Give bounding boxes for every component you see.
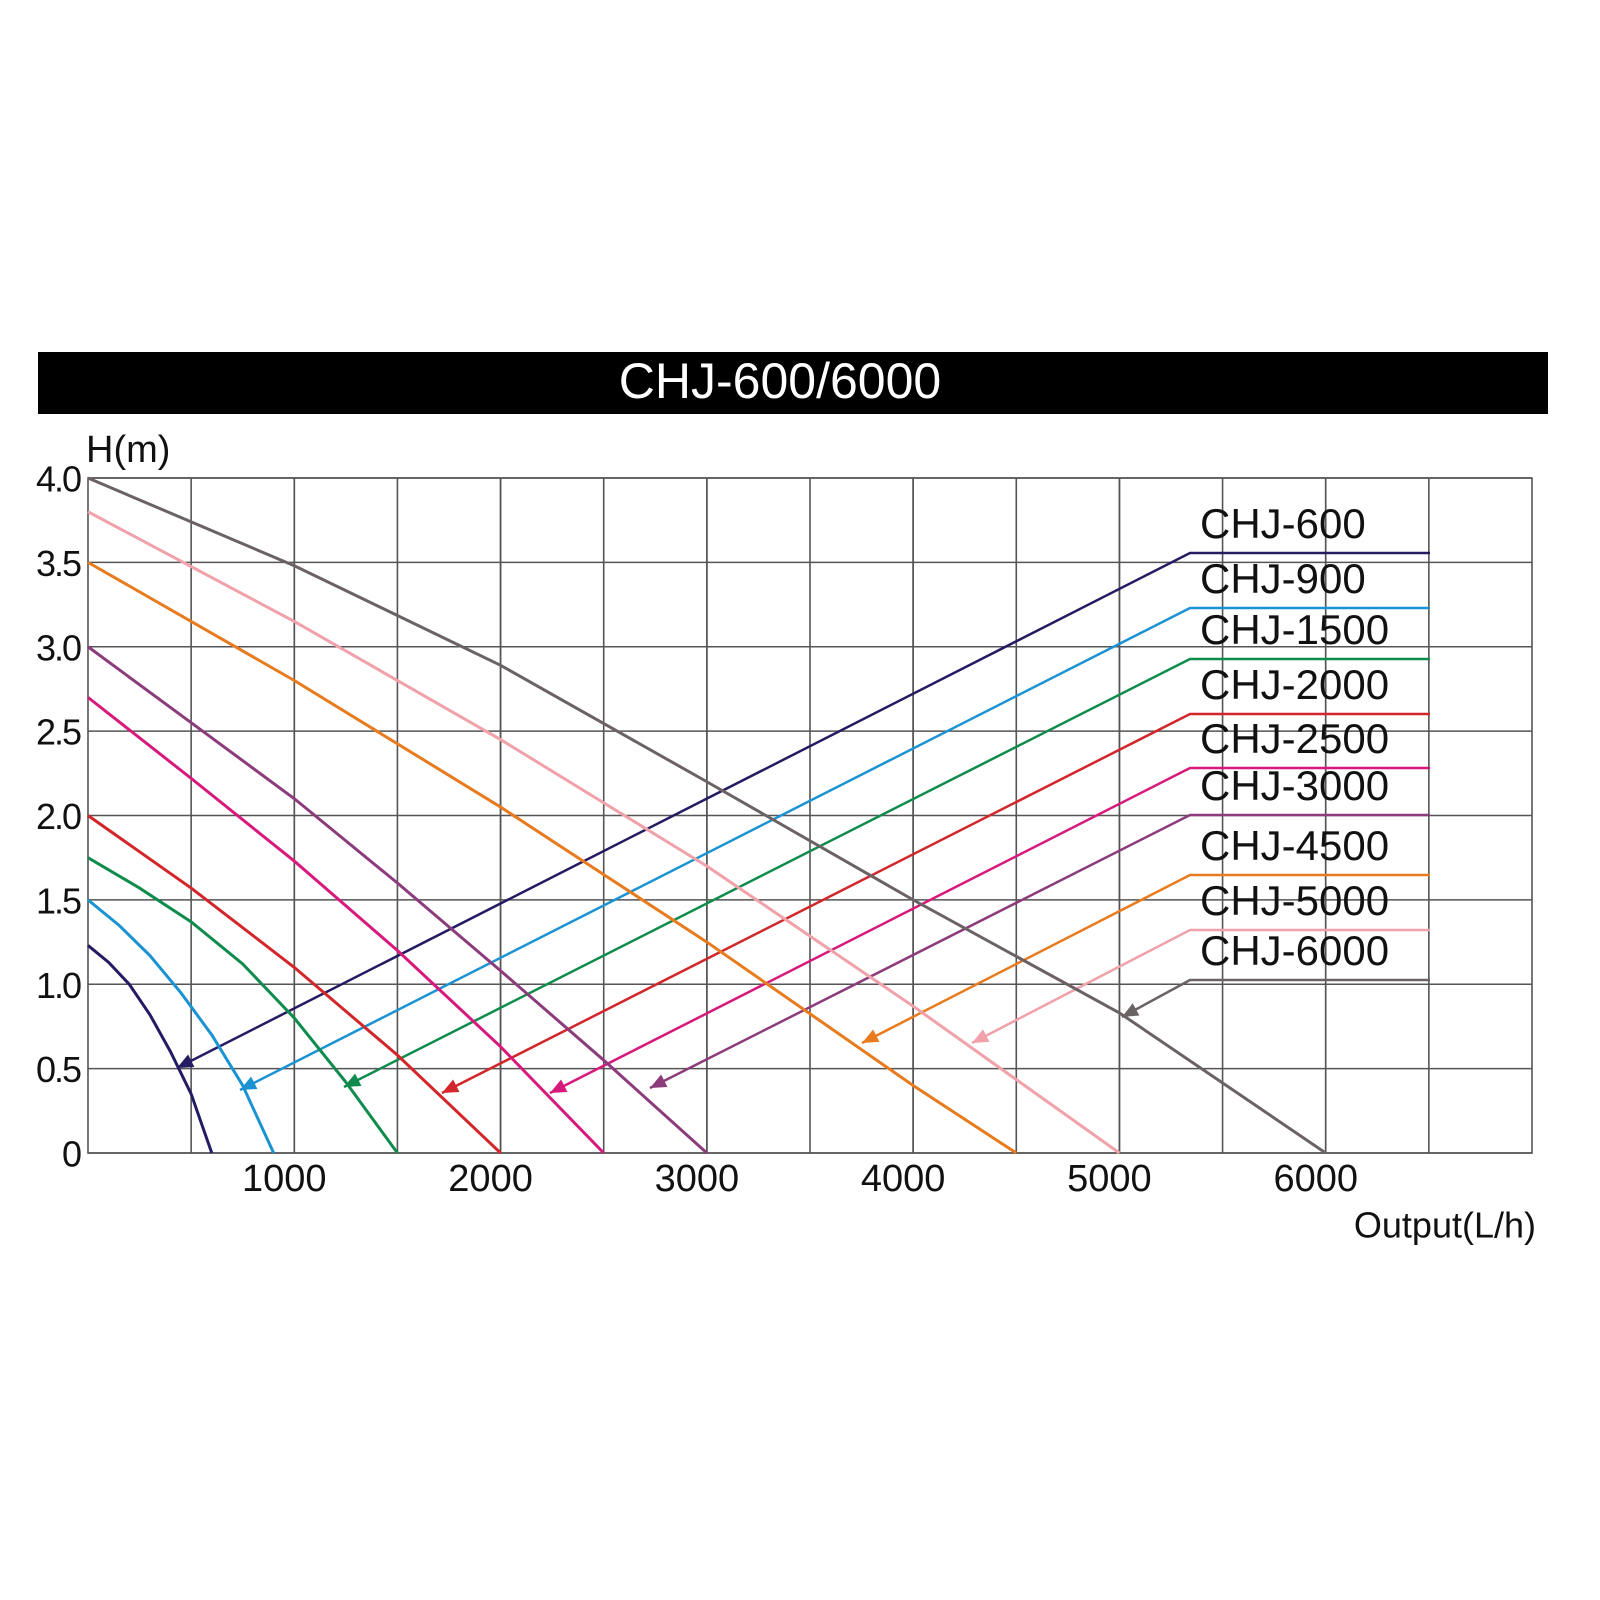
curve [87,856,399,1154]
curve [87,561,1018,1155]
y-axis-label: H(m) [86,429,170,471]
legend-leader [176,551,1430,1070]
arrow-head [972,1029,990,1043]
legend-leader [239,606,1430,1092]
legend-label: CHJ-6000 [1200,927,1389,974]
legend-leader [343,657,1430,1089]
legend-leader [971,928,1430,1045]
curve [87,476,1327,1155]
legend-label: CHJ-4500 [1200,822,1389,869]
arrow-head [442,1079,460,1093]
curve [87,645,708,1155]
legend-leader [861,873,1430,1045]
curve [87,944,214,1154]
curve [87,898,276,1154]
legend-label: CHJ-600 [1200,500,1366,547]
y-tick-label: 2.5 [36,712,81,753]
x-tick-label: 3000 [655,1158,740,1200]
y-tick-label: 4.0 [36,459,81,500]
x-tick-label: 2000 [448,1158,533,1200]
curve [87,510,1121,1155]
y-tick-label: 0.5 [36,1049,81,1090]
x-tick-label: 5000 [1067,1158,1152,1200]
y-tick-label: 1.0 [36,965,81,1006]
x-tick-label: 1000 [242,1158,327,1200]
y-tick-label: 1.5 [36,880,81,921]
x-tick-label: 4000 [861,1158,946,1200]
legend-label: CHJ-2000 [1200,661,1389,708]
arrow-head [650,1074,668,1088]
arrow-head [240,1076,258,1090]
arrow-head [862,1029,880,1043]
legend-label: CHJ-1500 [1200,606,1389,653]
arrow-head [1122,1003,1140,1017]
chart-title: CHJ-600/6000 [619,353,941,409]
y-tick-label: 2.0 [36,796,81,837]
legend-label: CHJ-5000 [1200,877,1389,924]
y-tick-label: 3.0 [36,627,81,668]
legend-leader [549,766,1430,1095]
arrow-head [177,1054,195,1068]
legend-leader [649,813,1430,1090]
x-tick-label: 6000 [1273,1158,1358,1200]
y-tick-label: 3.5 [36,543,81,584]
y-tick-label: 0 [62,1134,81,1175]
legend-label: CHJ-900 [1200,555,1366,602]
legend-leader [1121,978,1430,1019]
title-bar [38,352,1548,414]
x-axis-label: Output(L/h) [1354,1205,1536,1246]
curve [87,696,605,1155]
arrow-head [550,1079,568,1093]
curve [87,814,502,1155]
legend-label: CHJ-3000 [1200,762,1389,809]
legend-leader [441,712,1430,1095]
arrow-head [344,1073,362,1087]
legend-label: CHJ-2500 [1200,715,1389,762]
